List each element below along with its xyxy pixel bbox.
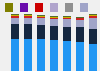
Bar [24, 18, 32, 24]
Bar [50, 18, 58, 19]
Bar [11, 24, 19, 39]
Bar [76, 18, 84, 20]
Bar [37, 39, 45, 71]
Bar [24, 39, 32, 71]
Bar [76, 42, 84, 71]
Bar [76, 27, 84, 42]
Bar [20, 3, 28, 12]
Bar [11, 14, 19, 15]
Bar [37, 17, 45, 18]
Bar [35, 3, 43, 12]
Bar [63, 17, 71, 18]
Bar [50, 40, 58, 71]
Bar [37, 18, 45, 25]
Bar [37, 25, 45, 39]
Bar [37, 15, 45, 16]
Bar [89, 18, 97, 29]
Bar [65, 3, 73, 12]
Bar [63, 41, 71, 71]
Bar [80, 3, 88, 12]
Bar [50, 3, 58, 12]
Bar [76, 17, 84, 18]
Bar [11, 15, 19, 16]
Bar [24, 14, 32, 15]
Bar [5, 3, 13, 12]
Bar [76, 20, 84, 27]
Bar [89, 15, 97, 16]
Bar [24, 16, 32, 18]
Bar [24, 15, 32, 16]
Bar [11, 18, 19, 24]
Bar [63, 16, 71, 17]
Bar [11, 16, 19, 18]
Bar [89, 14, 97, 15]
Bar [50, 17, 58, 18]
Bar [50, 16, 58, 17]
Bar [63, 19, 71, 27]
Bar [89, 44, 97, 71]
Bar [37, 16, 45, 17]
Bar [89, 29, 97, 44]
Bar [11, 39, 19, 71]
Bar [24, 24, 32, 39]
Bar [63, 18, 71, 19]
Bar [50, 19, 58, 26]
Bar [63, 27, 71, 41]
Bar [89, 16, 97, 18]
Bar [50, 26, 58, 40]
